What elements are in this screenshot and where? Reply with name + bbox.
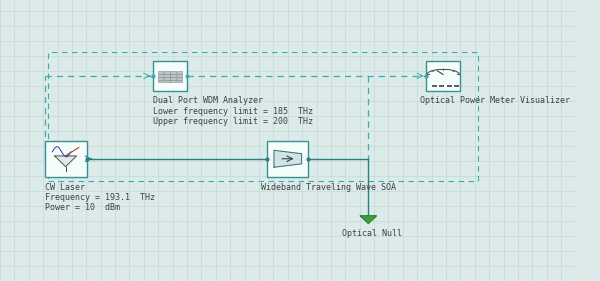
Bar <box>158 74 163 77</box>
Bar <box>454 85 459 87</box>
Bar <box>164 74 170 77</box>
Bar <box>439 85 445 87</box>
Text: Optical Null: Optical Null <box>343 229 403 238</box>
Bar <box>426 61 460 90</box>
Bar <box>176 71 182 74</box>
Bar <box>158 77 163 80</box>
Bar <box>431 85 437 87</box>
Bar <box>164 71 170 74</box>
Bar <box>152 61 187 90</box>
Bar <box>46 140 87 177</box>
Bar <box>170 71 176 74</box>
Bar <box>164 77 170 80</box>
Bar <box>176 77 182 80</box>
Bar <box>170 77 176 80</box>
Bar <box>267 140 308 177</box>
Text: Dual Port WDM Analyzer
Lower frequency limit = 185  THz
Upper frequency limit = : Dual Port WDM Analyzer Lower frequency l… <box>152 96 313 126</box>
Bar <box>158 71 163 74</box>
Polygon shape <box>274 150 302 167</box>
Bar <box>48 52 478 181</box>
Bar <box>158 80 163 82</box>
Text: CW Laser
Frequency = 193.1  THz
Power = 10  dBm: CW Laser Frequency = 193.1 THz Power = 1… <box>46 183 155 212</box>
Bar <box>176 74 182 77</box>
Bar <box>164 80 170 82</box>
Bar <box>176 80 182 82</box>
Bar <box>170 80 176 82</box>
Bar <box>170 74 176 77</box>
Bar <box>446 85 452 87</box>
Text: Optical Power Meter Visualizer: Optical Power Meter Visualizer <box>420 96 570 105</box>
Text: Wideband Traveling Wave SOA: Wideband Traveling Wave SOA <box>261 183 396 192</box>
Polygon shape <box>360 216 376 223</box>
Polygon shape <box>55 156 77 167</box>
